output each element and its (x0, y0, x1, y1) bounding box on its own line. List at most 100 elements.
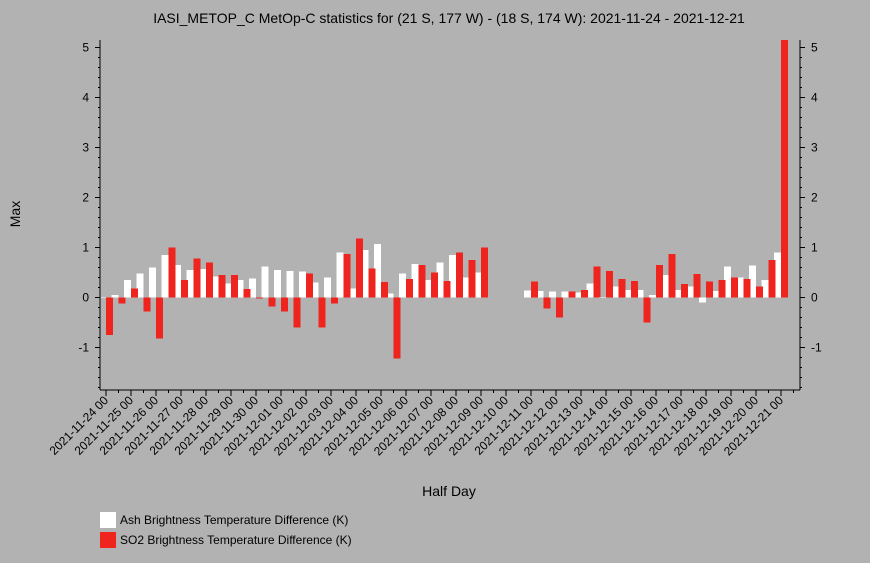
y-tick-label-left: 3 (82, 141, 89, 155)
y-tick-label-right: 5 (811, 41, 818, 55)
so2-bar-42 (631, 281, 638, 298)
so2-bar-54 (781, 40, 788, 298)
y-tick-label-left: 4 (82, 91, 89, 105)
y-tick-label-right: 2 (811, 191, 818, 205)
ash-bar-44 (649, 295, 656, 298)
ash-bar-5 (161, 255, 169, 298)
so2-bar-10 (231, 275, 238, 298)
so2-bar-48 (706, 281, 713, 298)
ash-bar-16 (299, 271, 306, 298)
ash-bar-43 (636, 290, 644, 298)
so2-bar-37 (568, 291, 576, 298)
ash-bar-13 (261, 266, 269, 298)
ash-bar-4 (149, 267, 156, 298)
ash-bar-1 (111, 295, 119, 298)
ash-bar-40 (599, 297, 606, 298)
ash-bar-26 (424, 280, 431, 298)
y-axis-label: Max (7, 201, 23, 227)
so2-bar-44 (656, 265, 663, 298)
ash-bar-15 (286, 271, 294, 298)
so2-bar-21 (368, 268, 376, 298)
ash-bar-36 (549, 291, 556, 298)
ash-bar-52 (749, 265, 756, 298)
ash-bar-50 (724, 266, 731, 298)
so2-bar-35 (543, 297, 551, 309)
ash-bar-14 (274, 270, 281, 298)
x-axis-label: Half Day (422, 483, 476, 499)
so2-bar-29 (468, 260, 476, 298)
ash-bar-11 (236, 280, 244, 298)
so2-bar-8 (206, 262, 213, 298)
so2-bar-11 (243, 289, 251, 298)
ash-bar-39 (586, 283, 594, 298)
so2-bar-7 (193, 258, 201, 298)
legend-label-so2: SO2 Brightness Temperature Difference (K… (120, 533, 352, 547)
so2-bar-41 (618, 279, 626, 298)
so2-bar-14 (281, 297, 288, 312)
so2-bar-36 (556, 297, 563, 318)
y-tick-label-right: 4 (811, 91, 818, 105)
y-tick-label-left: -1 (78, 341, 89, 355)
ash-bar-21 (361, 250, 369, 298)
y-tick-label-right: 1 (811, 241, 818, 255)
ash-bar-49 (711, 291, 719, 298)
ash-bar-22 (374, 244, 381, 298)
so2-bar-38 (581, 290, 588, 298)
ash-bar-7 (186, 270, 194, 298)
so2-bar-16 (306, 273, 313, 298)
ash-bar-20 (349, 288, 356, 298)
so2-bar-6 (181, 280, 188, 298)
so2-bar-52 (756, 286, 763, 298)
ash-bar-54 (774, 252, 781, 298)
so2-bar-34 (531, 281, 538, 298)
bars-group (99, 40, 788, 359)
ash-bar-3 (136, 273, 144, 298)
so2-bar-53 (768, 260, 776, 298)
ash-bar-17 (311, 282, 319, 298)
ash-bar-46 (674, 290, 681, 298)
so2-bar-4 (156, 297, 163, 339)
so2-bar-0 (106, 297, 113, 335)
so2-bar-39 (593, 266, 601, 298)
y-tick-label-right: 3 (811, 141, 818, 155)
so2-bar-30 (481, 247, 488, 298)
ash-bar-2 (124, 280, 131, 298)
so2-bar-9 (218, 275, 226, 298)
so2-bar-25 (418, 265, 426, 298)
y-tick-label-left: 5 (82, 41, 89, 55)
so2-bar-47 (693, 274, 701, 298)
so2-bar-3 (143, 297, 151, 312)
so2-bar-45 (668, 254, 676, 298)
so2-bar-50 (731, 277, 738, 298)
legend: Ash Brightness Temperature Difference (K… (100, 512, 352, 548)
so2-bar-17 (318, 297, 326, 328)
ash-bar-28 (449, 255, 456, 298)
ash-bar-30 (474, 272, 481, 298)
chart-title: IASI_METOP_C MetOp-C statistics for (21 … (153, 10, 745, 26)
y-tick-label-left: 0 (82, 291, 89, 305)
ash-bar-45 (661, 275, 669, 298)
legend-label-ash: Ash Brightness Temperature Difference (K… (120, 513, 348, 527)
y-tick-label-right: 0 (811, 291, 818, 305)
ash-bar-53 (761, 280, 769, 298)
so2-bar-13 (268, 297, 276, 307)
ash-bar-48 (699, 297, 706, 303)
so2-bar-1 (118, 297, 126, 304)
ash-bar-6 (174, 265, 181, 298)
ash-bar-25 (411, 264, 419, 298)
so2-bar-19 (343, 254, 351, 298)
so2-bar-15 (293, 297, 301, 328)
ash-bar-42 (624, 290, 631, 298)
legend-swatch-ash (100, 512, 116, 528)
ash-bar-51 (736, 277, 744, 298)
ash-bar-34 (524, 290, 531, 298)
ash-bar-47 (686, 286, 694, 298)
ash-bar-29 (461, 277, 469, 298)
ash-bar-12 (249, 278, 256, 298)
ash-bar-24 (399, 273, 406, 298)
so2-bar-5 (168, 247, 176, 298)
so2-bar-27 (443, 281, 451, 298)
so2-bar-28 (456, 252, 463, 298)
